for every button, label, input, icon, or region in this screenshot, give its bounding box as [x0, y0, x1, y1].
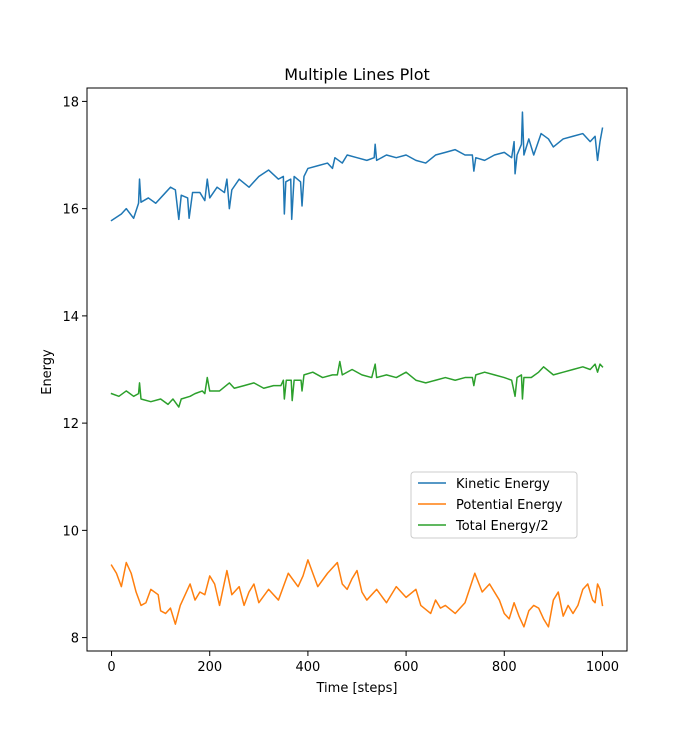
legend-label: Kinetic Energy — [456, 477, 550, 492]
y-axis-ticks: 8 10 12 14 16 18 — [62, 95, 87, 647]
y-axis-label: Energy — [40, 349, 55, 395]
y-tick-label: 16 — [62, 203, 79, 218]
x-axis-label: Time [steps] — [316, 681, 398, 696]
y-tick-label: 12 — [62, 417, 79, 432]
plot-frame — [86, 87, 628, 652]
x-axis-ticks: 0 200 400 600 800 1000 — [107, 651, 619, 675]
legend-label: Total Energy/2 — [455, 519, 549, 534]
chart-title: Multiple Lines Plot — [284, 65, 430, 84]
series-line-1 — [110, 559, 604, 628]
plot-lines — [110, 111, 604, 628]
x-tick-label: 800 — [492, 660, 517, 675]
legend-label: Potential Energy — [456, 498, 563, 513]
series-line-0 — [110, 111, 604, 222]
x-tick-label: 600 — [394, 660, 419, 675]
y-tick-label: 14 — [62, 310, 79, 325]
x-tick-label: 200 — [197, 660, 222, 675]
y-tick-label: 18 — [62, 95, 79, 110]
y-tick-label: 8 — [71, 632, 79, 647]
legend: Kinetic Energy Potential Energy Total Ener… — [410, 471, 578, 539]
x-tick-label: 0 — [107, 660, 115, 675]
x-tick-label: 400 — [295, 660, 320, 675]
x-tick-label: 1000 — [586, 660, 619, 675]
y-tick-label: 10 — [62, 524, 79, 539]
legend-box — [410, 471, 578, 539]
series-line-2 — [110, 360, 604, 408]
